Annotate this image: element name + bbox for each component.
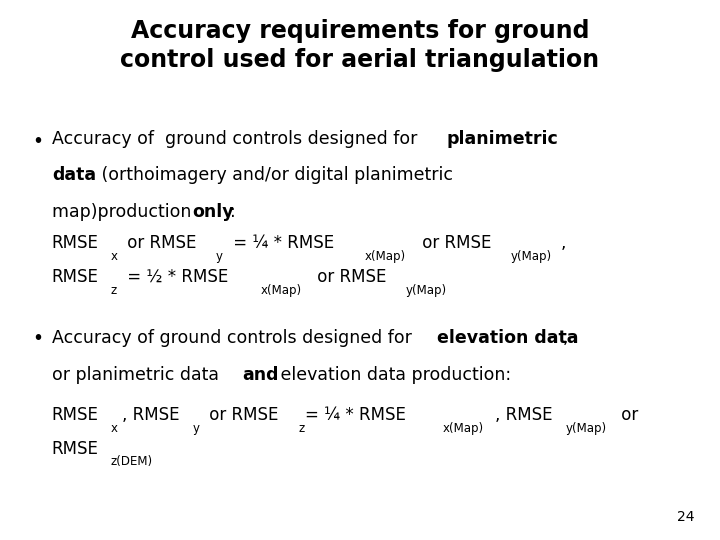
Text: •: • — [32, 132, 43, 151]
Text: y(Map): y(Map) — [510, 250, 552, 264]
Text: or RMSE: or RMSE — [204, 406, 279, 424]
Text: map)production: map)production — [52, 203, 197, 221]
Text: x(Map): x(Map) — [261, 284, 302, 297]
Text: or RMSE: or RMSE — [417, 234, 491, 252]
Text: , RMSE: , RMSE — [495, 406, 552, 424]
Text: Accuracy requirements for ground
control used for aerial triangulation: Accuracy requirements for ground control… — [120, 19, 600, 72]
Text: y: y — [193, 422, 200, 435]
Text: z: z — [111, 284, 117, 297]
Text: •: • — [32, 329, 43, 348]
Text: ,: , — [563, 329, 569, 347]
Text: y: y — [216, 250, 223, 264]
Text: = ¼ * RMSE: = ¼ * RMSE — [305, 406, 406, 424]
Text: y(Map): y(Map) — [565, 422, 606, 435]
Text: (orthoimagery and/or digital planimetric: (orthoimagery and/or digital planimetric — [96, 166, 454, 184]
Text: Accuracy of  ground controls designed for: Accuracy of ground controls designed for — [52, 130, 423, 147]
Text: y(Map): y(Map) — [406, 284, 447, 297]
Text: z: z — [298, 422, 305, 435]
Text: ,: , — [561, 234, 566, 252]
Text: elevation data production:: elevation data production: — [275, 366, 511, 384]
Text: and: and — [243, 366, 279, 384]
Text: x: x — [111, 250, 118, 264]
Text: RMSE: RMSE — [52, 268, 99, 286]
Text: x(Map): x(Map) — [443, 422, 484, 435]
Text: or planimetric data: or planimetric data — [52, 366, 230, 384]
Text: RMSE: RMSE — [52, 440, 99, 457]
Text: only: only — [192, 203, 234, 221]
Text: x: x — [111, 422, 118, 435]
Text: = ½ * RMSE: = ½ * RMSE — [122, 268, 229, 286]
Text: or RMSE: or RMSE — [312, 268, 387, 286]
Text: elevation data: elevation data — [437, 329, 579, 347]
Text: 24: 24 — [678, 510, 695, 524]
Text: z(DEM): z(DEM) — [111, 455, 153, 469]
Text: planimetric: planimetric — [446, 130, 558, 147]
Text: RMSE: RMSE — [52, 234, 99, 252]
Text: RMSE: RMSE — [52, 406, 99, 424]
Text: Accuracy of ground controls designed for: Accuracy of ground controls designed for — [52, 329, 417, 347]
Text: , RMSE: , RMSE — [122, 406, 180, 424]
Text: data: data — [52, 166, 96, 184]
Text: or: or — [616, 406, 638, 424]
Text: :: : — [230, 203, 236, 221]
Text: = ¼ * RMSE: = ¼ * RMSE — [228, 234, 333, 252]
Text: or RMSE: or RMSE — [122, 234, 197, 252]
Text: x(Map): x(Map) — [365, 250, 406, 264]
